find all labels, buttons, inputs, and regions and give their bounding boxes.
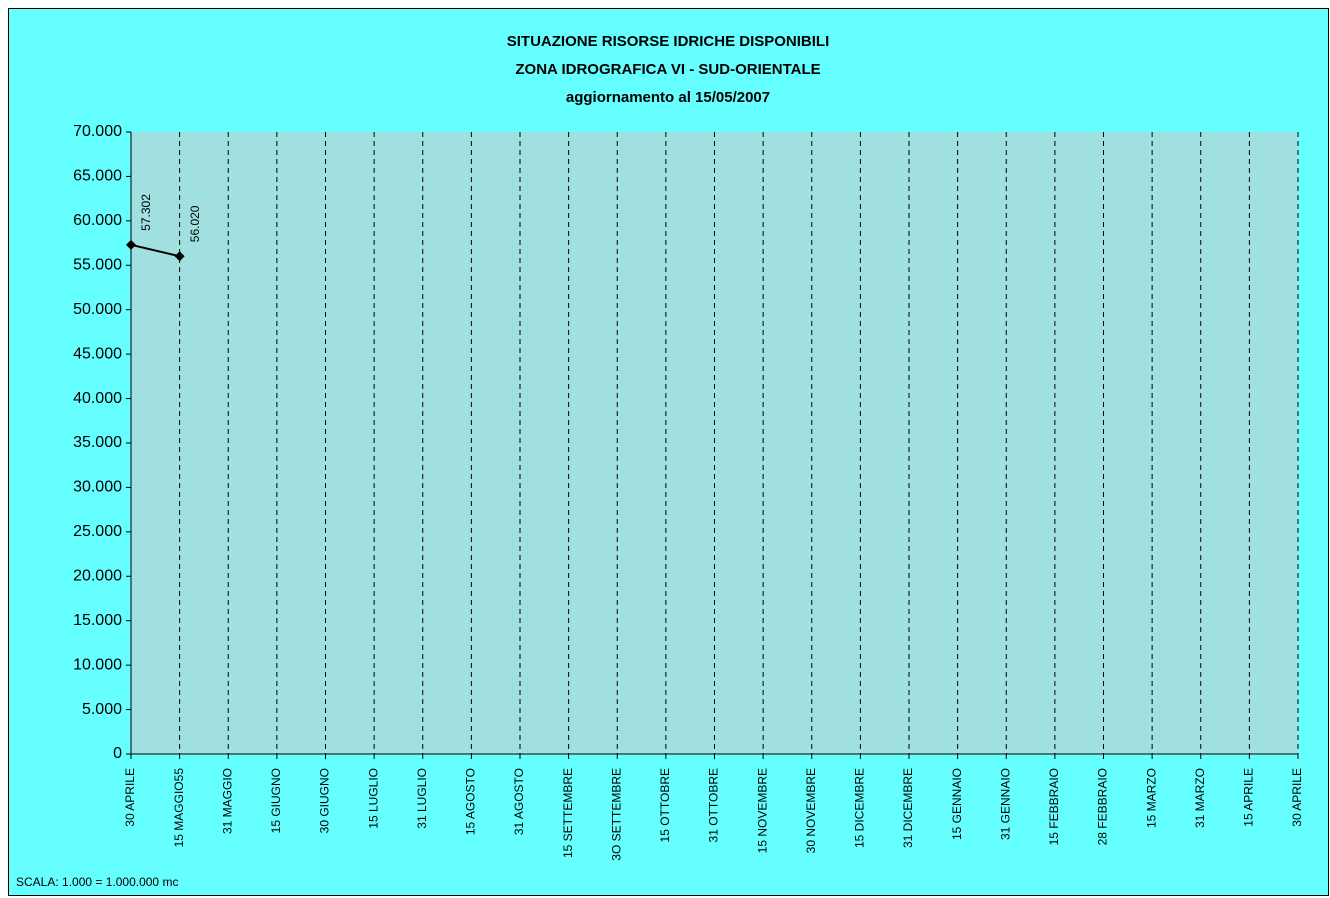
x-tick-label: 15 APRILE (1242, 768, 1256, 827)
x-tick-label: 31 LUGLIO (415, 768, 429, 829)
y-tick-label: 55.000 (73, 257, 122, 274)
x-tick-label: 15 GIUGNO (269, 768, 283, 833)
x-tick-label: 15 LUGLIO (366, 768, 380, 829)
x-tick-label: 31 GENNAIO (998, 768, 1012, 840)
x-tick-label: 15 AGOSTO (464, 768, 478, 835)
x-tick-label: 30 NOVEMBRE (804, 768, 818, 853)
x-tick-label: 15 MARZO (1144, 768, 1158, 828)
chart-subtitle: ZONA IDROGRAFICA VI - SUD-ORIENTALE (515, 61, 820, 78)
y-tick-label: 5.000 (82, 701, 122, 718)
x-tick-label: 15 FEBBRAIO (1047, 768, 1061, 845)
y-tick-label: 0 (113, 745, 122, 762)
x-tick-label: 15 GENNAIO (950, 768, 964, 840)
x-tick-label: 15 DICEMBRE (853, 768, 867, 848)
x-tick-label: 15 MAGGIO55 (172, 768, 186, 848)
x-tick-label: 31 AGOSTO (512, 768, 526, 835)
x-tick-label: 15 SETTEMBRE (561, 768, 575, 858)
x-tick-label: 31 DICEMBRE (901, 768, 915, 848)
data-point (126, 239, 136, 250)
x-tick-label: 3O SETTEMBRE (609, 768, 623, 861)
x-tick-label: 15 OTTOBRE (658, 768, 672, 842)
y-tick-label: 40.000 (73, 390, 122, 407)
y-tick-label: 65.000 (73, 168, 122, 185)
y-tick-label: 20.000 (73, 568, 122, 585)
y-tick-label: 70.000 (73, 123, 122, 140)
y-tick-label: 35.000 (73, 434, 122, 451)
x-tick-label: 31 MAGGIO (220, 768, 234, 834)
data-label: 56.020 (188, 205, 202, 242)
chart-subtitle: aggiornamento al 15/05/2007 (566, 89, 770, 106)
x-tick-label: 28 FEBBRAIO (1096, 768, 1110, 845)
y-tick-label: 10.000 (73, 656, 122, 673)
x-tick-label: 31 MARZO (1193, 768, 1207, 828)
data-point (174, 251, 185, 262)
note: SCALA: 1.000 = 1.000.000 mc (16, 875, 178, 889)
x-tick-label: 30 GIUGNO (318, 768, 332, 833)
y-tick-label: 60.000 (73, 212, 122, 229)
x-tick-label: 30 APRILE (1290, 768, 1304, 827)
y-tick-label: 45.000 (73, 345, 122, 362)
y-tick-label: 30.000 (73, 479, 122, 496)
y-tick-label: 15.000 (73, 612, 122, 629)
y-tick-label: 25.000 (73, 523, 122, 540)
x-tick-label: 30 APRILE (123, 768, 137, 827)
x-tick-label: 15 NOVEMBRE (755, 768, 769, 853)
data-line (130, 243, 180, 258)
chart-title: SITUAZIONE RISORSE IDRICHE DISPONIBILI (507, 33, 830, 50)
y-tick-label: 50.000 (73, 301, 122, 318)
x-tick-label: 31 OTTOBRE (707, 768, 721, 842)
data-label: 57.302 (139, 194, 153, 231)
